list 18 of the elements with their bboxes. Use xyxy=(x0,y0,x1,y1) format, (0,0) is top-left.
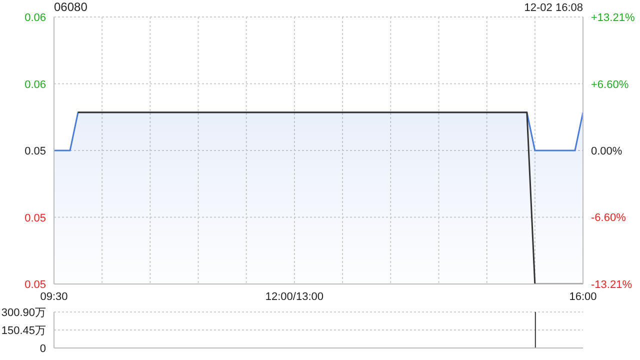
y-tick-label: 300.90万 xyxy=(1,307,46,319)
y2-tick-label: 0.00% xyxy=(591,146,622,158)
y2-tick-label: -6.60% xyxy=(591,212,626,224)
y-tick-label: 0.05 xyxy=(24,279,46,291)
x-tick-label: 09:30 xyxy=(40,290,68,303)
y-tick-label: 0.05 xyxy=(24,146,46,158)
chart-title: 06080 xyxy=(54,0,88,14)
x-tick-label: 16:00 xyxy=(569,290,597,303)
y-tick-label: 0 xyxy=(40,343,46,355)
y-tick-label: 150.45万 xyxy=(1,325,46,337)
text: 12-02 16:08 xyxy=(524,2,583,14)
y-tick-label: 0.06 xyxy=(24,78,46,91)
y-tick-label: 0.06 xyxy=(24,12,46,24)
y2-tick-label: +6.60% xyxy=(591,78,629,91)
y-tick-label: 0.05 xyxy=(24,212,46,224)
y2-tick-label: +13.21% xyxy=(591,12,635,24)
y2-tick-label: -13.21% xyxy=(591,279,632,291)
x-tick-label: 12:00/13:00 xyxy=(265,290,324,303)
